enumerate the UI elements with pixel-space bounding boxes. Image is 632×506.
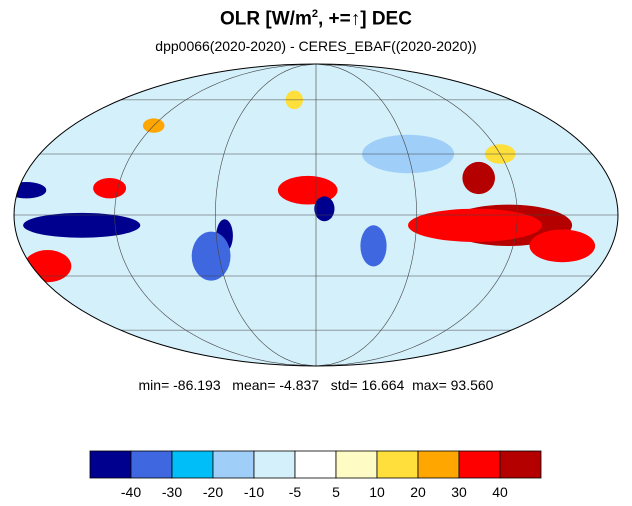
colorbar-tick-label: -40 <box>121 484 141 500</box>
statistics-line: min= -86.193 mean= -4.837 std= 16.664 ma… <box>0 377 632 393</box>
colorbar-box <box>499 450 542 479</box>
anomaly-region <box>191 231 231 281</box>
colorbar-tick-label: -30 <box>162 484 182 500</box>
max-label: max= <box>412 377 447 393</box>
plot-subtitle: dpp0066(2020-2020) - CERES_EBAF((2020-20… <box>155 38 477 54</box>
anomaly-region <box>23 212 141 238</box>
meridian-line <box>315 64 518 366</box>
anomaly-region <box>529 229 596 263</box>
std-value: 16.664 <box>361 377 405 393</box>
meridian-line <box>214 64 317 366</box>
colorbar-box <box>458 450 501 479</box>
max-value: 93.560 <box>450 377 494 393</box>
colorbar-tick-label: -5 <box>289 484 302 500</box>
anomaly-region <box>462 161 496 195</box>
colorbar-tick-label: 30 <box>451 484 467 500</box>
anomaly-region <box>93 178 127 199</box>
min-value: -86.193 <box>173 377 221 393</box>
min-label: min= <box>138 377 170 393</box>
colorbar-tick-label: 20 <box>410 484 426 500</box>
meridian-line <box>114 64 317 366</box>
colorbar-tick-label: -20 <box>203 484 223 500</box>
colorbar-box <box>212 450 255 479</box>
mollweide-map <box>13 63 619 367</box>
graticule <box>14 64 618 366</box>
title-suffix: , +=↑] DEC <box>317 8 412 30</box>
anomaly-region <box>408 208 542 242</box>
colorbar-tick-label: 5 <box>332 484 340 500</box>
colorbar-box <box>171 450 214 479</box>
colorbar-box <box>335 450 378 479</box>
mean-value: -4.837 <box>279 377 320 393</box>
title-prefix: OLR [W/m <box>220 8 312 30</box>
colorbar-box <box>417 450 460 479</box>
anomaly-region <box>360 225 387 267</box>
colorbar-box <box>130 450 173 479</box>
colorbar-box <box>253 450 296 479</box>
colorbar-box <box>89 450 132 479</box>
colorbar-box <box>376 450 419 479</box>
title-superscript: 2 <box>311 8 318 20</box>
std-label: std= <box>330 377 358 393</box>
colorbar-tick-label: 40 <box>492 484 508 500</box>
colorbar-tick-label: -10 <box>244 484 264 500</box>
colorbar-box <box>294 450 337 479</box>
mean-label: mean= <box>232 377 276 393</box>
globe-outline <box>13 63 619 367</box>
meridian-line <box>315 64 418 366</box>
colorbar-tick-label: 10 <box>369 484 385 500</box>
plot-title: OLR [W/m2, +=↑] DEC <box>0 8 632 30</box>
